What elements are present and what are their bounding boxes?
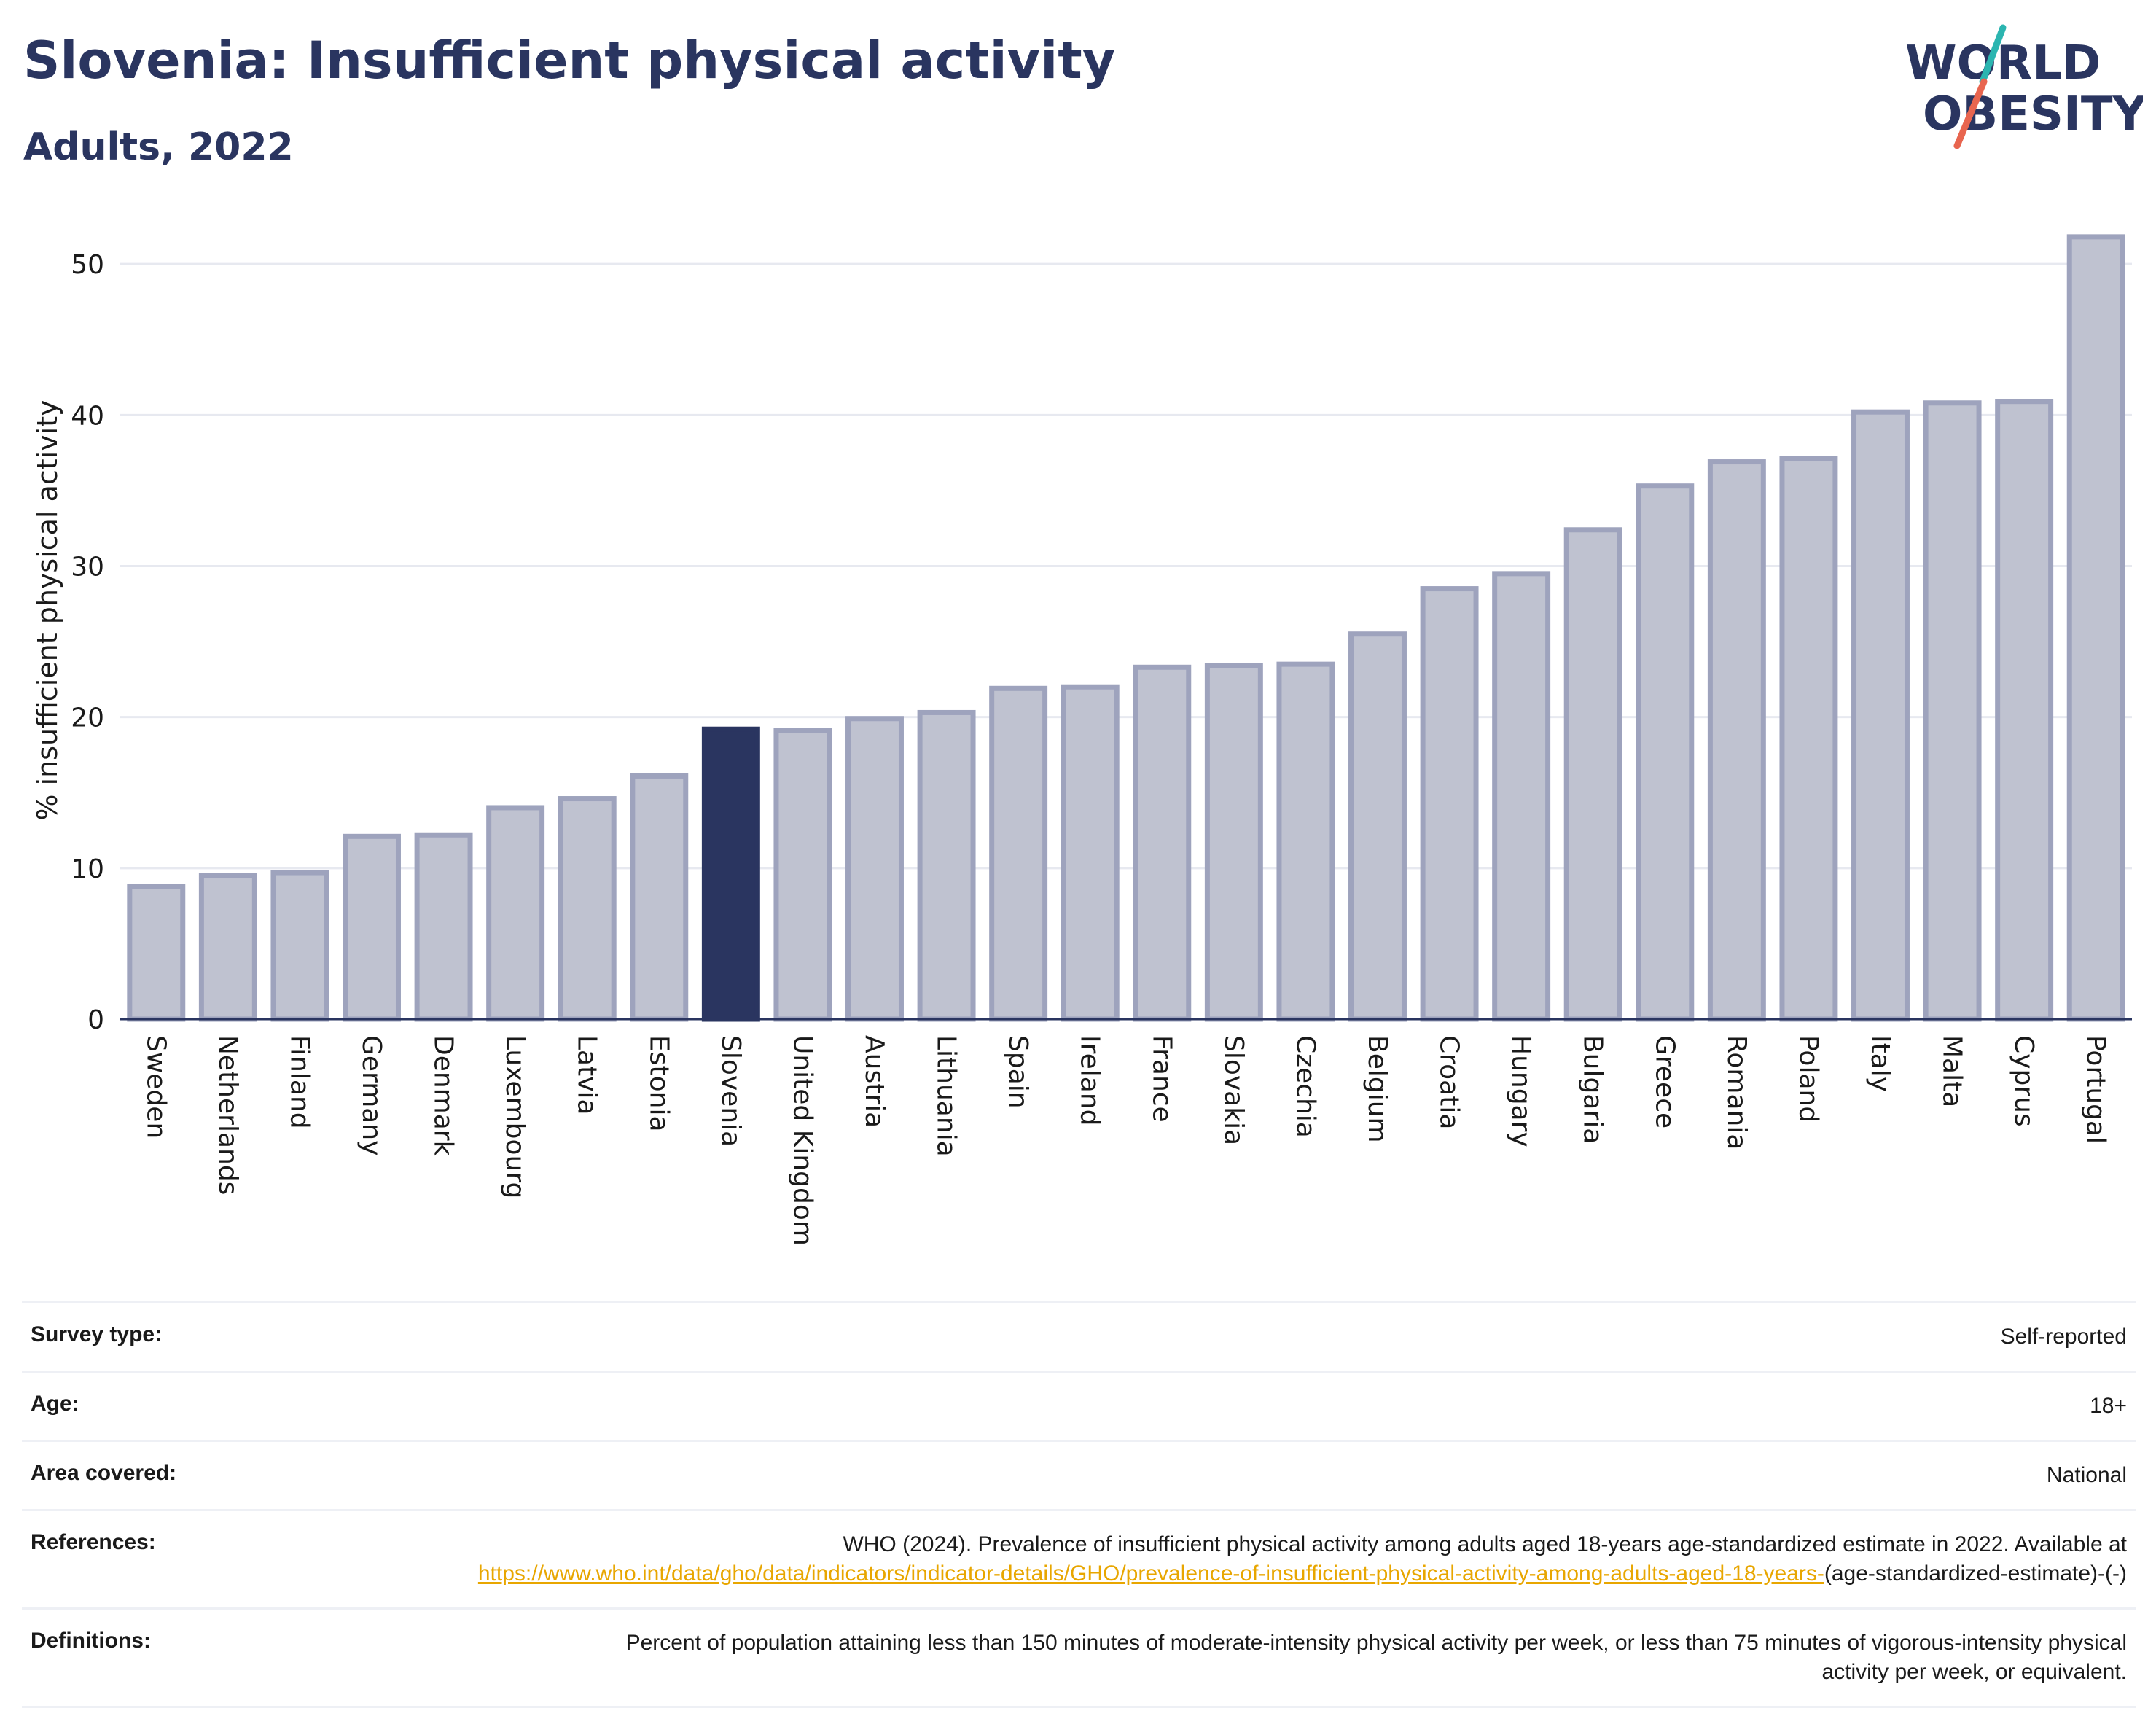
y-tick-label: 40 [71,401,104,431]
age-value: 18+ [2090,1394,2127,1418]
x-tick-label: Austria [859,1035,889,1128]
x-tick-label: Ireland [1075,1035,1105,1126]
age-row: Age: 18+ [22,1373,2136,1442]
bar-bulgaria [1563,527,1622,1022]
x-tick-label: Poland [1793,1035,1823,1123]
survey-type-row: Survey type: Self-reported [22,1301,2136,1373]
x-tick-label: United Kingdom [787,1035,817,1246]
x-tick-label: Greece [1649,1035,1679,1128]
x-tick-label: Romania [1722,1035,1751,1150]
bar-croatia [1420,586,1479,1022]
logo-slash-teal [1979,24,2007,85]
bar-poland [1779,456,1838,1022]
x-tick-label: Netherlands [213,1035,243,1195]
x-tick-label: Luxembourg [500,1035,530,1198]
x-tick-label: Slovenia [716,1035,746,1147]
y-tick-label: 30 [71,552,104,582]
y-tick-label: 10 [71,854,104,884]
x-tick-label: Estonia [644,1035,673,1132]
x-tick-label: Cyprus [2009,1035,2039,1127]
x-tick-label: Bulgaria [1578,1035,1608,1144]
bar-finland [270,870,329,1022]
bars [127,234,2125,1022]
bar-ireland [1061,684,1120,1022]
y-tick-label: 50 [71,250,104,280]
bar-chart: 0 10 20 30 40 50 Sweden Netherlands Finland Germ… [31,234,2132,1246]
references-label: References: [31,1530,156,1554]
y-axis-ticks: 0 10 20 30 40 50 [71,250,104,1035]
x-tick-label: France [1147,1035,1176,1123]
bar-austria [845,716,904,1022]
bar-germany [343,833,401,1022]
y-axis-label: % insufficient physical activity [31,399,63,820]
bar-cyprus [1995,399,2054,1022]
logo-slash-coral [1953,78,1988,149]
definitions-value: Percent of population attaining less tha… [625,1631,2127,1684]
bar-greece [1636,483,1695,1022]
x-tick-label: Italy [1865,1035,1895,1092]
area-label: Area covered: [31,1461,177,1485]
y-tick-label: 0 [87,1005,104,1035]
bar-sweden [127,884,186,1022]
references-link[interactable]: https://www.who.int/data/gho/data/indica… [477,1562,1824,1586]
bar-denmark [414,832,473,1022]
x-tick-label: Spain [1003,1035,1033,1109]
y-tick-label: 20 [71,703,104,733]
x-tick-label: Lithuania [931,1035,961,1157]
info-table: Survey type: Self-reported Age: 18+ Area… [22,1301,2136,1708]
x-tick-label: Denmark [429,1035,458,1156]
age-label: Age: [31,1392,79,1416]
area-value: National [2046,1463,2127,1487]
bar-belgium [1348,631,1407,1022]
x-tick-label: Croatia [1434,1035,1464,1129]
bar-latvia [558,796,617,1022]
bar-france [1133,664,1192,1022]
survey-type-label: Survey type: [31,1322,163,1346]
bar-czechia [1276,661,1335,1022]
x-tick-label: Finland [284,1035,314,1129]
bar-italy [1851,409,1910,1022]
page-title: Slovenia: Insufficient physical activity [23,31,1116,90]
references-tail: (age-standardized-estimate)-(-) [1824,1562,2127,1586]
x-tick-label: Hungary [1506,1035,1536,1147]
survey-type-value: Self-reported [2000,1325,2127,1349]
definitions-label: Definitions: [31,1629,151,1653]
bar-lithuania [917,709,976,1022]
x-tick-label: Latvia [572,1035,602,1115]
bar-spain [989,685,1048,1022]
x-tick-label: Malta [1937,1035,1967,1107]
area-row: Area covered: National [22,1442,2136,1511]
x-tick-label: Sweden [141,1035,171,1139]
x-tick-label: Czechia [1290,1035,1320,1138]
references-value: WHO (2024). Prevalence of insufficient p… [478,1530,2127,1588]
logo-line1: WORLD [1905,36,2101,90]
bar-romania [1707,459,1766,1022]
bar-estonia [630,773,689,1022]
bar-hungary [1492,571,1551,1022]
bar-portugal [2066,234,2125,1022]
bar-netherlands [198,873,257,1022]
definitions-row: Definitions: Percent of population attai… [22,1610,2136,1708]
x-tick-label: Portugal [2081,1035,2111,1144]
references-row: References: WHO (2024). Prevalence of in… [22,1511,2136,1610]
bar-united-kingdom [773,728,832,1022]
bar-slovakia [1204,663,1263,1022]
bar-luxembourg [486,805,545,1022]
page-subtitle: Adults, 2022 [23,125,294,169]
bar-malta [1923,400,1982,1022]
x-axis-labels: Sweden Netherlands Finland Germany Denmark Lu… [141,1035,2110,1246]
bar-slovenia [701,726,760,1022]
x-tick-label: Belgium [1362,1035,1392,1143]
x-tick-label: Slovakia [1219,1035,1249,1145]
references-text: WHO (2024). Prevalence of insufficient p… [843,1532,2127,1556]
x-tick-label: Germany [356,1035,386,1155]
world-obesity-logo: WORLD OBESITY [1905,24,2143,149]
